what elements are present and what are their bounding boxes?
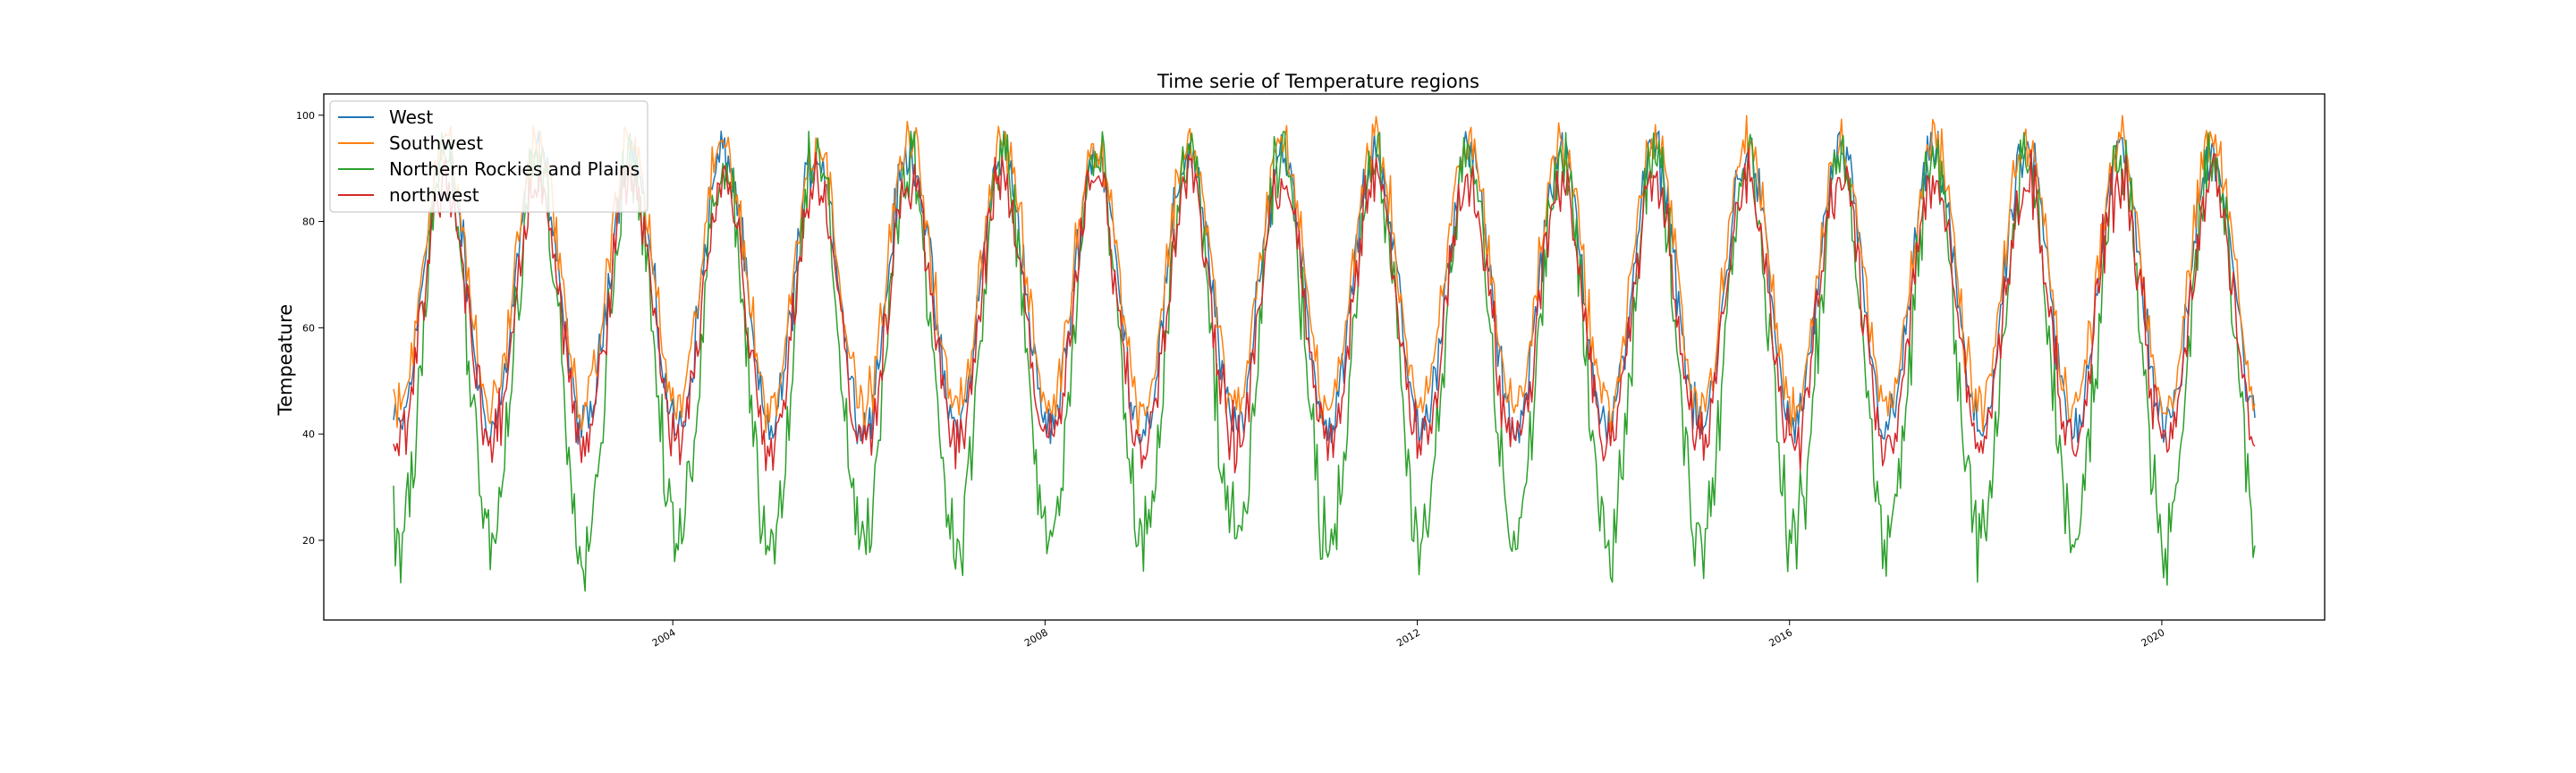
plot-frame xyxy=(323,93,2326,621)
legend-box xyxy=(329,100,648,213)
legend-label-west: West xyxy=(389,106,433,128)
series-layer xyxy=(393,115,2256,592)
y-axis-label: Tempeature xyxy=(275,304,296,416)
y-tick-label: 20 xyxy=(302,535,315,547)
series-line-northwest xyxy=(393,148,2256,474)
legend-label-northern-rockies: Northern Rockies and Plains xyxy=(389,158,640,180)
chart-title: Time serie of Temperature regions xyxy=(1157,71,1479,92)
y-tick-label: 60 xyxy=(302,322,315,334)
series-line-southwest xyxy=(393,115,2256,435)
legend-label-northwest: northwest xyxy=(389,184,479,206)
y-tick-label: 40 xyxy=(302,429,315,440)
plot-background xyxy=(324,94,2325,620)
y-tick-label: 100 xyxy=(296,110,315,122)
legend: West Southwest Northern Rockies and Plai… xyxy=(329,100,648,213)
y-tick-label: 80 xyxy=(302,217,315,228)
legend-label-southwest: Southwest xyxy=(389,132,483,154)
series-line-northern-rockies-and-plains xyxy=(393,131,2256,592)
y-axis-ticks: 20 40 60 80 100 xyxy=(296,110,324,547)
